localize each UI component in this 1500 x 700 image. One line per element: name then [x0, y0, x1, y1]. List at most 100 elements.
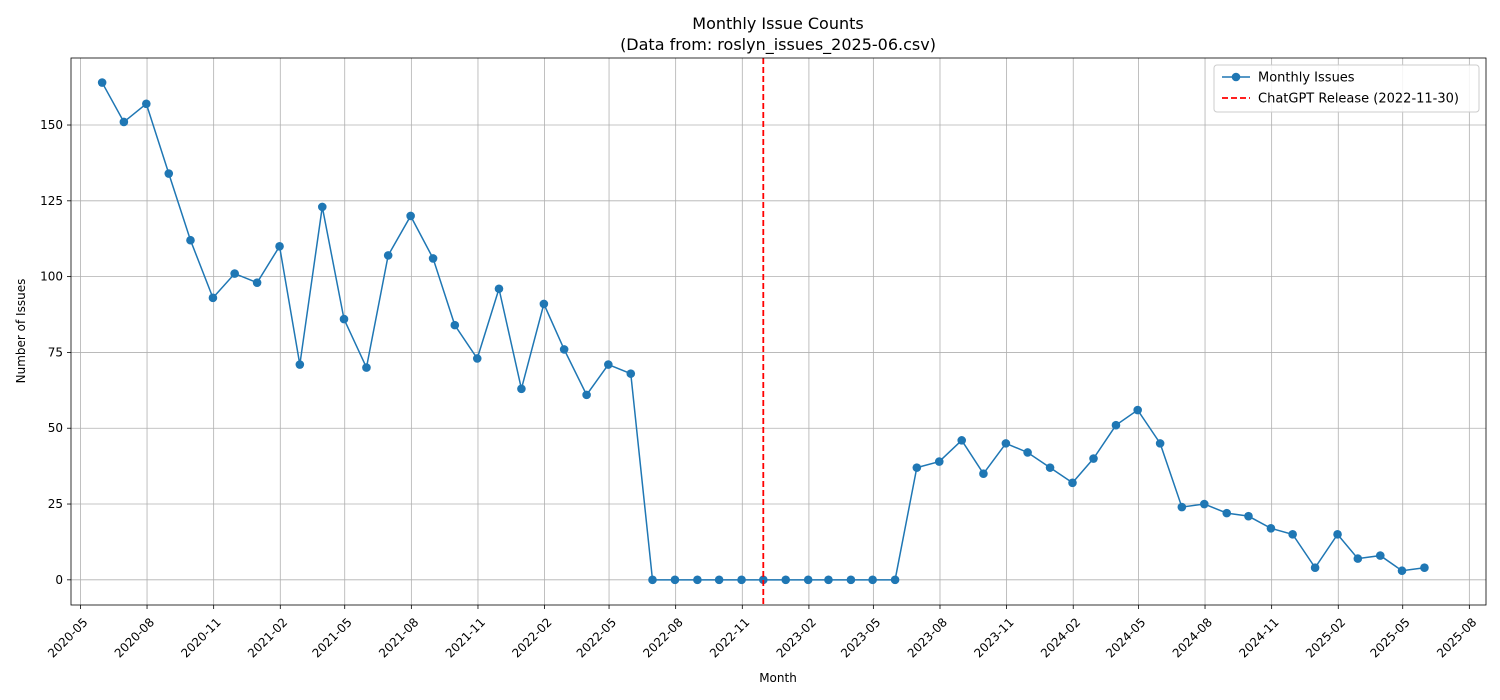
- data-point: [604, 360, 613, 369]
- x-tick-label: 2024-11: [1236, 615, 1281, 660]
- data-point: [934, 457, 944, 466]
- x-tick-label: 2023-11: [971, 615, 1016, 660]
- data-point: [450, 320, 460, 330]
- data-point: [1133, 405, 1142, 415]
- data-point: [317, 202, 327, 212]
- data-point: [582, 390, 591, 400]
- data-point: [868, 575, 877, 585]
- data-point: [648, 575, 657, 585]
- data-point: [252, 278, 262, 287]
- data-point: [670, 575, 680, 585]
- data-point: [1111, 420, 1121, 430]
- data-point: [890, 575, 900, 585]
- data-point: [714, 575, 724, 585]
- x-tick-label: 2024-02: [1038, 615, 1083, 660]
- data-point: [1222, 508, 1232, 518]
- data-point: [1200, 499, 1209, 509]
- x-tick-label: 2023-02: [774, 615, 819, 660]
- y-tick-label: 100: [40, 270, 63, 284]
- grid: [71, 58, 1486, 605]
- data-point: [559, 345, 569, 354]
- data-point: [737, 575, 746, 585]
- y-tick-label: 125: [40, 194, 63, 208]
- data-point: [1155, 439, 1165, 448]
- data-point: [979, 469, 988, 479]
- y-tick-label: 50: [48, 421, 63, 435]
- data-point: [1310, 563, 1320, 573]
- data-point: [1068, 478, 1077, 488]
- y-tick-label: 0: [55, 573, 63, 587]
- x-tick-label: 2023-05: [838, 615, 883, 660]
- data-point: [1177, 502, 1187, 512]
- data-point: [824, 575, 833, 585]
- data-point: [119, 117, 129, 127]
- x-tick-label: 2024-08: [1170, 615, 1215, 660]
- data-point: [1089, 454, 1098, 463]
- data-point: [626, 369, 636, 378]
- data-point: [846, 575, 856, 585]
- data-point: [781, 575, 791, 585]
- legend-label-series: Monthly Issues: [1258, 71, 1355, 86]
- data-point: [208, 293, 218, 303]
- data-point: [230, 269, 239, 278]
- x-tick-label: 2021-02: [245, 615, 290, 660]
- data-point: [1244, 511, 1253, 521]
- data-point: [97, 78, 107, 87]
- data-point: [428, 254, 438, 263]
- data-point: [275, 241, 284, 251]
- data-point: [1288, 530, 1297, 539]
- data-point: [186, 235, 195, 245]
- data-point: [472, 354, 482, 363]
- data-point: [142, 99, 151, 109]
- x-tick-label: 2022-11: [707, 615, 752, 660]
- data-point: [1375, 551, 1385, 560]
- x-tick-label: 2025-02: [1303, 615, 1348, 660]
- data-point: [1023, 448, 1032, 457]
- data-point: [362, 363, 371, 372]
- x-tick-label: 2023-08: [905, 615, 950, 660]
- x-tick-label: 2020-05: [45, 615, 90, 660]
- data-point: [1397, 566, 1407, 576]
- data-point: [517, 384, 526, 394]
- x-tick-label: 2020-11: [178, 615, 223, 660]
- legend-box: [1213, 64, 1480, 113]
- legend-label-vline: ChatGPT Release (2022-11-30): [1258, 92, 1459, 107]
- chart-subtitle: (Data from: roslyn_issues_2025-06.csv): [620, 35, 936, 55]
- y-tick-label: 25: [48, 497, 63, 511]
- y-tick-label: 75: [48, 345, 63, 359]
- plot-area: [97, 58, 1429, 605]
- data-point: [1001, 439, 1011, 448]
- data-point: [539, 299, 549, 309]
- x-tick-label: 2022-02: [509, 615, 554, 660]
- x-tick-label: 2021-08: [376, 615, 421, 660]
- data-point: [957, 436, 967, 445]
- data-point: [758, 575, 768, 585]
- data-point: [1333, 530, 1342, 539]
- data-point: [295, 360, 305, 369]
- plot-frame: [70, 57, 1487, 606]
- x-axis-label: Month: [759, 671, 797, 685]
- x-tick-label: 2022-05: [574, 615, 619, 660]
- legend: Monthly Issues ChatGPT Release (2022-11-3…: [1213, 64, 1480, 113]
- data-point: [1045, 463, 1055, 472]
- x-tick-label: 2024-05: [1103, 615, 1148, 660]
- x-tick-label: 2025-08: [1434, 615, 1479, 660]
- data-point: [1420, 563, 1429, 573]
- legend-marker-series: [1231, 72, 1241, 82]
- data-point: [912, 463, 922, 472]
- x-tick-label: 2020-08: [112, 615, 157, 660]
- data-point: [1353, 554, 1363, 563]
- y-axis-label: Number of Issues: [14, 279, 28, 384]
- data-point: [803, 575, 813, 585]
- data-point: [1266, 523, 1276, 533]
- y-tick-label: 150: [40, 118, 63, 132]
- data-point: [406, 211, 415, 221]
- x-tick-label: 2021-05: [309, 615, 354, 660]
- data-point: [693, 575, 702, 585]
- x-tick-label: 2022-08: [640, 615, 685, 660]
- data-point: [383, 251, 393, 260]
- data-point: [164, 169, 174, 178]
- data-point: [339, 314, 349, 324]
- x-tick-label: 2021-11: [443, 615, 488, 660]
